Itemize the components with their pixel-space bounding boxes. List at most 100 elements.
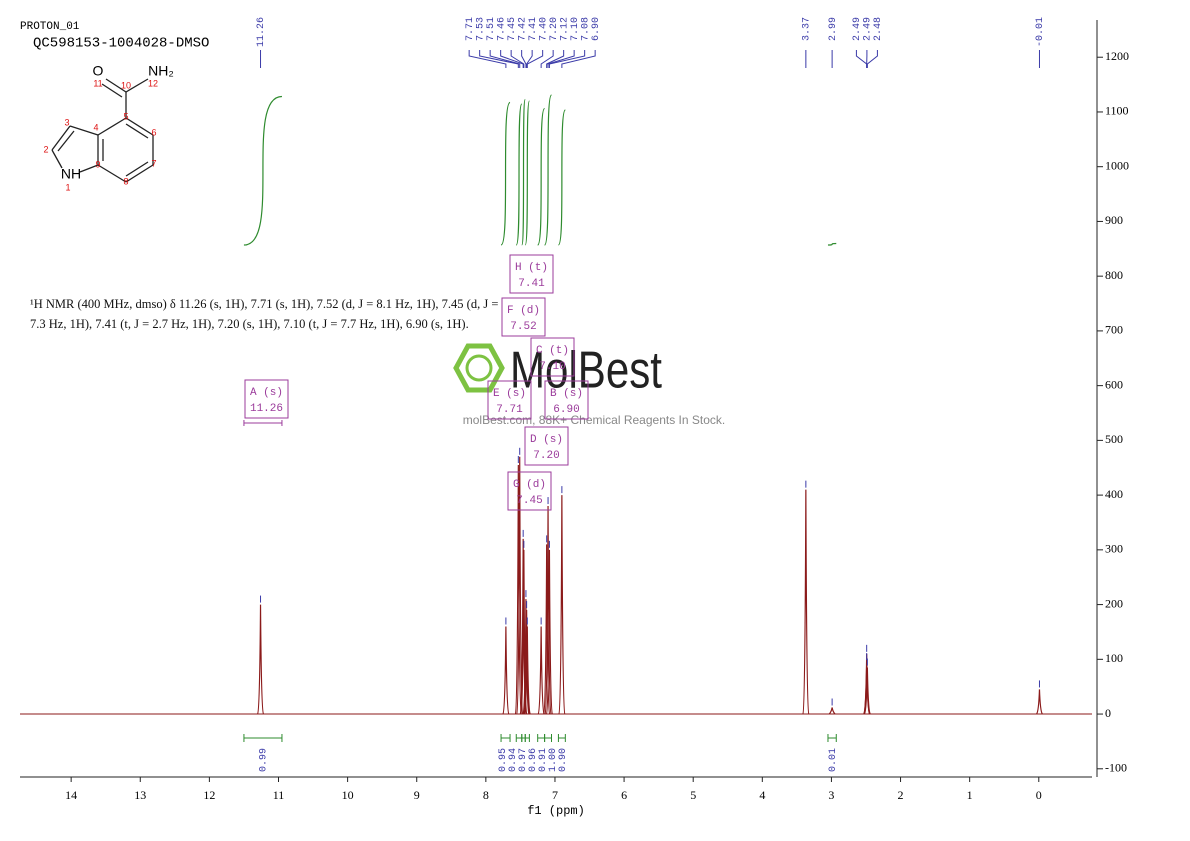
x-tick-label: 11 [273,788,285,802]
multiplet-box [544,380,589,420]
atom-number: 12 [148,78,158,88]
peak-label-leader [547,50,575,68]
peak [863,662,871,715]
y-tick-label: 700 [1105,323,1123,337]
multiplet-label: F (d) [507,305,540,317]
y-tick-label: 1000 [1105,158,1129,172]
x-tick-label: 9 [414,788,420,802]
atom-number: 3 [64,117,69,127]
peak-label: 7.08 [580,17,591,41]
integral-label: 0.90 [558,748,569,772]
watermark-brand: MolBest [510,342,662,400]
peak-label-leader [468,50,507,68]
peak-label: 7.10 [570,17,581,41]
peak [256,604,265,715]
y-tick-label: -100 [1105,761,1127,775]
peak-label: 7.40 [538,17,549,41]
peak [558,495,566,715]
peak-label-leader [521,50,527,68]
atom-label: O [93,63,104,79]
peak-label: 2.49 [852,17,863,41]
peak-label: 11.26 [256,17,267,47]
multiplet-shift: 7.71 [496,404,523,416]
integral-label: 1.00 [548,748,559,772]
integral-label: 0.01 [828,748,839,772]
peak-label-leader [540,50,554,68]
x-tick-label: 7 [552,788,558,802]
peak-label: 7.12 [559,17,570,41]
peak-label: 7.53 [475,17,486,41]
multiplet-box [501,297,546,337]
peak [522,599,530,715]
peak-label: -0.01 [1035,17,1046,47]
peak-label-leader [866,50,878,68]
integral-curve [243,95,282,246]
watermark-logo [453,343,505,393]
multiplet-label: D (s) [530,434,563,446]
peak-label-leader [526,50,533,68]
peak-label: 7.46 [496,17,507,41]
atom-label: NH [61,166,81,182]
integral-curve [500,101,511,246]
x-tick-label: 14 [65,788,77,802]
peak-label: 3.37 [801,17,812,41]
integral-curve [515,103,523,246]
y-tick-label: 1100 [1105,104,1129,118]
y-tick-label: 900 [1105,213,1123,227]
atom-number: 11 [93,78,102,88]
integral-bracket [827,734,837,742]
multiplet-box [487,380,532,420]
peak-label: 7.42 [517,17,528,41]
peak-label: 7.20 [549,17,560,41]
x-tick-label: 13 [134,788,146,802]
peak-label-leader [489,50,521,68]
integral-label: 0.95 [498,748,509,772]
peak [523,610,531,715]
multiplet-label: C (t) [536,345,569,357]
y-tick-label: 500 [1105,432,1123,446]
atom-number: 2 [43,144,48,154]
integral-curve [521,98,526,246]
multiplet-label: E (s) [493,388,526,400]
peak-label: 7.51 [486,17,497,41]
experiment-name: PROTON_01 [20,21,80,33]
atom-label: NH₂ [148,63,174,79]
peak-label-leader [546,50,565,68]
multiplet-box [524,426,569,466]
peak-label: 6.90 [591,17,602,41]
peak-label: 2.99 [828,17,839,41]
peak [545,549,554,715]
integral-curve [524,100,530,246]
multiplet-shift: 7.41 [518,278,545,290]
x-tick-label: 2 [898,788,904,802]
peak [802,489,810,715]
integral-bracket [557,734,566,742]
y-tick-label: 300 [1105,542,1123,556]
x-tick-label: 10 [342,788,354,802]
x-tick-label: 1 [967,788,973,802]
peak [514,465,522,715]
peak [523,626,531,715]
multiplet-range [243,420,283,426]
x-tick-label: 3 [828,788,834,802]
multiplet-shift: 7.10 [539,361,565,373]
multiplet-shift: 6.90 [553,404,579,416]
y-tick-label: 1200 [1105,49,1129,63]
atom-number: 1 [65,182,70,192]
multiplet-box [509,254,554,294]
peak [502,626,510,715]
peak [828,707,836,715]
integral-bracket [521,734,526,742]
y-tick-label: 400 [1105,487,1123,501]
integral-bracket [537,734,546,742]
peak-label-leader [500,50,524,68]
atom-number: 4 [93,122,98,132]
multiplet-label: G (d) [513,479,546,491]
y-tick-label: 100 [1105,651,1123,665]
integral-curve [827,242,837,246]
integral-label: 0.96 [528,748,539,772]
y-tick-label: 0 [1105,706,1111,720]
peak [1035,689,1043,715]
peak-label: 7.71 [465,17,476,41]
